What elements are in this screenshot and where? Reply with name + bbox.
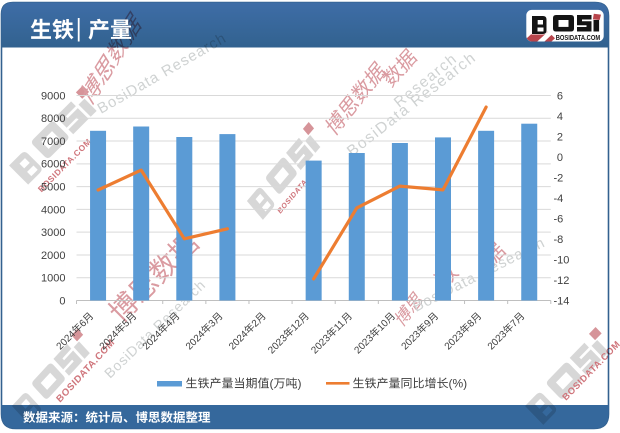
svg-text:-12: -12 xyxy=(554,275,570,287)
svg-text:(%): (%) xyxy=(449,377,468,391)
svg-text:7000: 7000 xyxy=(41,136,65,148)
svg-text:(: ( xyxy=(270,377,274,391)
svg-text:-8: -8 xyxy=(554,234,564,246)
svg-text:-6: -6 xyxy=(554,213,564,225)
svg-text:4000: 4000 xyxy=(41,204,65,216)
svg-text:6000: 6000 xyxy=(41,159,65,171)
svg-text:-2: -2 xyxy=(554,172,564,184)
svg-text:3000: 3000 xyxy=(41,227,65,239)
svg-text:-4: -4 xyxy=(554,193,564,205)
svg-text:BOSIDATA.COM: BOSIDATA.COM xyxy=(556,35,601,42)
svg-text:): ) xyxy=(298,377,302,391)
svg-text:-14: -14 xyxy=(554,295,570,307)
svg-text:1000: 1000 xyxy=(41,273,65,285)
svg-text:2: 2 xyxy=(557,131,563,143)
svg-text:-10: -10 xyxy=(554,254,570,266)
svg-text:9000: 9000 xyxy=(41,90,65,102)
svg-text:8000: 8000 xyxy=(41,113,65,125)
svg-text:5000: 5000 xyxy=(41,182,65,194)
svg-text:0: 0 xyxy=(59,295,65,307)
svg-text:0: 0 xyxy=(557,152,563,164)
svg-text:2000: 2000 xyxy=(41,250,65,262)
svg-text:4: 4 xyxy=(557,111,563,123)
svg-text:6: 6 xyxy=(557,90,563,102)
